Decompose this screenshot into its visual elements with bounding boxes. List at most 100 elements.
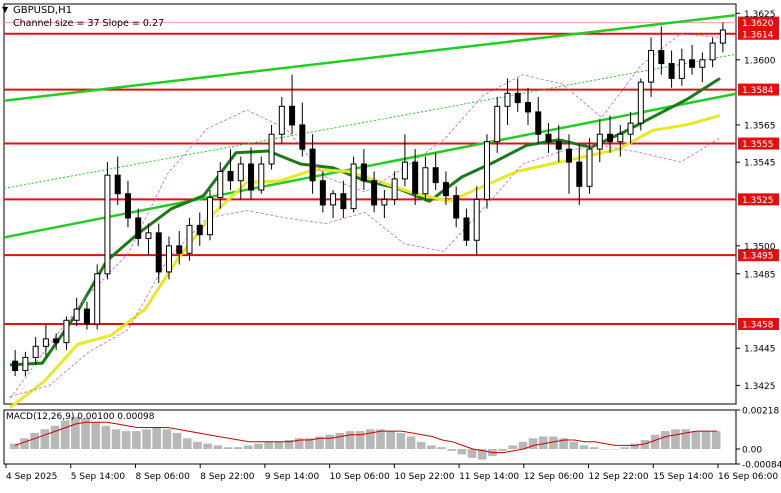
x-tick-label: 11 Sep 14:00 [459, 472, 519, 482]
candle-bull [22, 356, 29, 372]
macd-bar [264, 441, 273, 449]
candle-bull [586, 148, 593, 187]
candle-bear [514, 92, 521, 104]
macd-bar [538, 436, 548, 449]
price-level-tag [738, 249, 779, 262]
candle-bull [391, 178, 398, 200]
macd-bar [569, 441, 579, 449]
macd-bar [172, 432, 182, 449]
macd-frame [3, 409, 737, 465]
candle-bear [535, 111, 542, 135]
macd-y-tick-label: 0.00218 [742, 407, 779, 417]
price-level-label: 1.3555 [742, 140, 774, 150]
candle-bull [278, 105, 285, 135]
candle-bear [442, 182, 449, 197]
y-tick-label: 1.3445 [744, 345, 776, 355]
candle-bull [330, 193, 337, 206]
x-tick-label: 12 Sep 22:00 [589, 472, 649, 482]
macd-layer [10, 416, 721, 460]
candle-bear [371, 180, 378, 206]
macd-bar [610, 448, 619, 450]
candle-bull [617, 133, 624, 143]
macd-bar [599, 448, 609, 450]
macd-y-tick-label: -0.00084 [742, 461, 781, 471]
candle-bull [145, 232, 152, 239]
macd-bar [203, 443, 212, 449]
macd-title: MACD(12,26,9) 0.00100 0.00098 [6, 412, 155, 422]
dropdown-icon[interactable]: ▼ [2, 5, 9, 14]
y-tick-label: 1.3625 [744, 10, 776, 20]
macd-bar [396, 432, 406, 449]
candle-bull [648, 50, 655, 83]
macd-bar [355, 431, 365, 449]
candle-bear [658, 50, 665, 65]
candle-bull [678, 59, 685, 79]
macd-bar [559, 438, 568, 449]
candle-bull [699, 59, 706, 68]
candle-bull [473, 198, 480, 241]
candle-bull [63, 319, 70, 344]
y-tick-label: 1.3565 [744, 121, 776, 131]
candle-bear [360, 163, 367, 182]
macd-bar [386, 431, 396, 449]
macd-bar [223, 447, 233, 449]
candles-layer [12, 22, 726, 377]
macd-bar [650, 434, 660, 449]
macd-bar [71, 416, 80, 449]
macd-bar [274, 441, 284, 449]
macd-bar [406, 436, 416, 449]
candle-bear [566, 148, 573, 163]
macd-bar [30, 432, 40, 449]
macd-bar [284, 440, 294, 449]
candle-bull [483, 141, 490, 200]
macd-bar [132, 431, 141, 449]
price-level-tag [738, 137, 779, 150]
macd-bar [60, 420, 70, 449]
macd-bar [10, 443, 19, 449]
macd-bar [81, 418, 90, 449]
macd-bar [498, 448, 507, 451]
y-tick-label: 1.3425 [744, 382, 776, 392]
candle-bull [165, 245, 172, 273]
candle-bear [453, 195, 460, 219]
macd-bar [91, 422, 101, 449]
macd-bar [50, 425, 60, 449]
candle-bear [83, 308, 90, 325]
candle-bull [350, 163, 357, 210]
macd-bar [152, 427, 162, 449]
candle-bull [186, 224, 193, 254]
candle-bear [607, 133, 614, 143]
candle-bear [689, 59, 696, 68]
x-tick-label: 12 Sep 06:00 [524, 472, 584, 482]
grid-layer [3, 3, 737, 465]
macd-bar [681, 429, 690, 449]
price-level-label: 1.3584 [742, 86, 774, 96]
x-tick-label: 8 Sep 06:00 [135, 472, 190, 482]
x-tick-label: 8 Sep 22:00 [200, 472, 255, 482]
y-tick-label: 1.3485 [744, 270, 776, 280]
current-price-tag [738, 16, 779, 29]
candle-bear [309, 148, 316, 182]
macd-bar [111, 429, 121, 449]
candle-bear [668, 63, 675, 79]
candle-bull [258, 163, 265, 191]
candle-bull [217, 170, 224, 198]
macd-bar [142, 429, 151, 449]
candle-bull [94, 273, 101, 325]
macd-signal-line [14, 421, 717, 454]
candle-bear [248, 163, 255, 191]
x-tick-label: 15 Sep 14:00 [653, 472, 713, 482]
macd-bar [691, 431, 701, 449]
macd-bar [457, 448, 467, 455]
price-level-tag [738, 193, 779, 206]
main-frame [3, 3, 737, 405]
candle-bull [381, 198, 388, 206]
candle-bear [53, 338, 60, 344]
candle-bear [176, 245, 183, 254]
macd-bar [182, 438, 192, 449]
candle-bear [114, 174, 121, 195]
macd-bar [579, 445, 589, 449]
candle-bull [504, 92, 511, 107]
